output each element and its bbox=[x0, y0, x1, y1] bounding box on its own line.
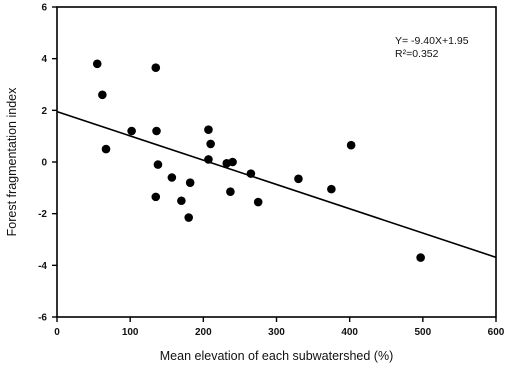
y-tick-label: -6 bbox=[38, 313, 47, 324]
x-tick-label: 0 bbox=[54, 327, 60, 338]
y-tick-label: 0 bbox=[41, 158, 47, 169]
data-point bbox=[151, 192, 161, 202]
y-tick-label: -2 bbox=[38, 209, 47, 220]
data-point bbox=[152, 126, 161, 136]
y-axis-ticks: -6 -4 -2 0 2 4 6 bbox=[38, 3, 57, 324]
data-point bbox=[177, 196, 186, 206]
y-tick-label: -4 bbox=[38, 261, 47, 272]
x-tick-label: 300 bbox=[268, 327, 285, 338]
x-axis-title: Mean elevation of each subwatershed (%) bbox=[160, 349, 393, 363]
data-point bbox=[228, 157, 237, 167]
r-squared-label: R²=0.352 bbox=[395, 48, 439, 60]
data-point bbox=[204, 155, 213, 164]
regression-equation: Y= -9.40X+1.95 bbox=[395, 35, 469, 47]
x-axis-ticks: 0 100 200 300 400 500 600 bbox=[54, 317, 505, 338]
x-tick-label: 400 bbox=[341, 327, 358, 338]
data-point bbox=[206, 139, 215, 149]
data-point bbox=[98, 90, 107, 100]
data-point bbox=[92, 59, 102, 69]
regression-line bbox=[56, 110, 497, 259]
x-tick-label: 200 bbox=[195, 327, 212, 338]
data-point bbox=[185, 178, 195, 187]
y-axis-title: Forest fragmentation index bbox=[5, 87, 19, 236]
data-point bbox=[226, 187, 235, 197]
data-point bbox=[204, 125, 213, 135]
x-tick-label: 500 bbox=[414, 327, 431, 338]
data-point bbox=[184, 213, 193, 222]
data-point bbox=[246, 169, 256, 178]
data-point bbox=[101, 144, 111, 154]
y-tick-label: 4 bbox=[41, 54, 47, 65]
data-point bbox=[346, 140, 356, 150]
y-tick-label: 6 bbox=[41, 3, 47, 14]
data-point bbox=[167, 173, 177, 182]
x-tick-label: 600 bbox=[488, 327, 505, 338]
data-points bbox=[92, 59, 425, 262]
data-point bbox=[127, 126, 136, 136]
data-point bbox=[327, 184, 336, 194]
y-tick-label: 2 bbox=[41, 106, 47, 117]
data-point bbox=[294, 174, 303, 184]
data-point bbox=[416, 253, 425, 262]
data-point bbox=[253, 197, 263, 207]
data-point bbox=[153, 160, 163, 169]
x-tick-label: 100 bbox=[122, 327, 139, 338]
data-point bbox=[151, 63, 161, 73]
